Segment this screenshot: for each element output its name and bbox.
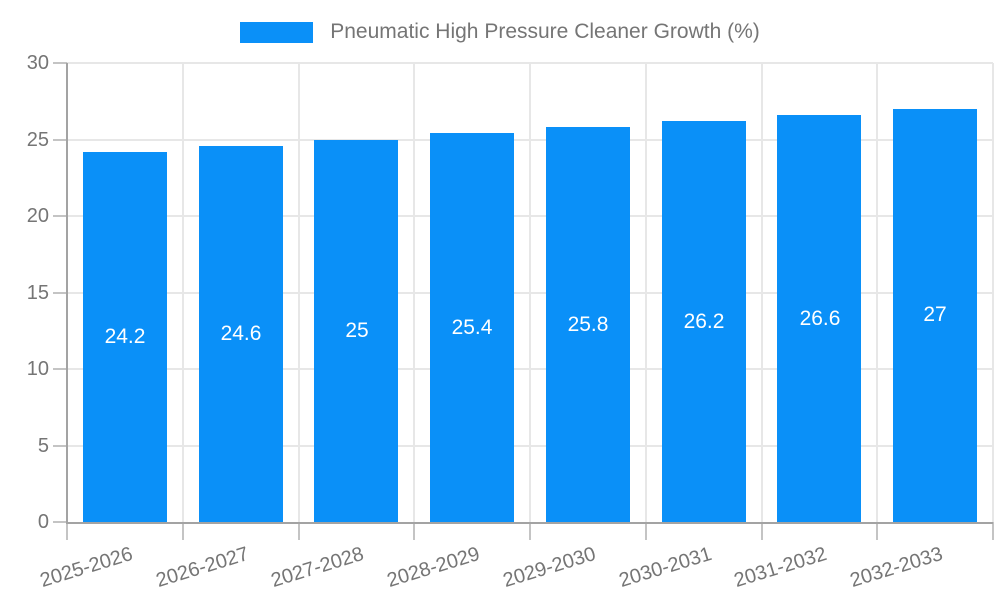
- bar: [777, 115, 861, 522]
- bar-value-label: 25.4: [451, 316, 493, 339]
- y-axis-tick: [53, 521, 67, 523]
- y-axis-tick: [53, 138, 67, 141]
- x-tick-label: 2027-2028: [268, 542, 367, 592]
- bar-value-label: 24.6: [220, 322, 262, 345]
- y-axis-tick: [53, 62, 67, 64]
- x-axis-tick: [181, 522, 184, 540]
- x-axis-tick: [760, 522, 763, 540]
- x-grid-line: [760, 63, 763, 522]
- y-tick-label: 10: [26, 358, 49, 380]
- bar-value-label: 26.2: [683, 310, 725, 333]
- bar: [430, 133, 514, 522]
- legend-swatch-icon: [240, 21, 314, 43]
- bar-value-label: 26.6: [799, 307, 841, 330]
- x-axis-tick: [992, 522, 994, 540]
- y-tick-label: 5: [37, 434, 49, 457]
- x-grid-line: [644, 63, 647, 522]
- y-axis-line: [66, 63, 68, 522]
- x-axis-tick: [529, 522, 531, 540]
- bar-value-label: 25: [345, 319, 369, 342]
- bar: [314, 139, 398, 522]
- x-grid-line: [529, 63, 531, 522]
- x-axis-tick: [66, 522, 68, 540]
- y-axis-tick: [53, 368, 67, 370]
- x-axis-line: [66, 522, 993, 524]
- x-axis-tick: [297, 522, 300, 540]
- bar: [546, 127, 630, 522]
- y-tick-label: 0: [37, 511, 49, 533]
- x-grid-line: [181, 63, 184, 522]
- bar: [199, 145, 283, 522]
- x-grid-line: [992, 63, 994, 522]
- legend-label: Pneumatic High Pressure Cleaner Growth (…: [330, 20, 760, 43]
- x-tick-label: 2026-2027: [153, 542, 252, 592]
- x-tick-label: 2028-2029: [384, 542, 483, 592]
- bar: [662, 121, 746, 522]
- x-tick-label: 2030-2031: [616, 542, 715, 592]
- bar-value-label: 25.8: [567, 313, 609, 336]
- x-axis-tick: [644, 522, 647, 540]
- legend[interactable]: Pneumatic High Pressure Cleaner Growth (…: [0, 20, 1000, 44]
- x-tick-label: 2025-2026: [37, 542, 136, 592]
- bar: [893, 108, 977, 522]
- bar: [83, 151, 167, 522]
- y-tick-label: 30: [26, 52, 49, 74]
- y-axis-tick: [53, 444, 67, 447]
- y-tick-label: 15: [26, 281, 49, 304]
- x-grid-line: [876, 63, 879, 522]
- bar-value-label: 27: [923, 303, 947, 326]
- x-grid-line: [413, 63, 416, 522]
- y-tick-label: 25: [26, 128, 49, 151]
- bar-value-label: 24.2: [104, 325, 146, 348]
- x-axis-tick: [413, 522, 416, 540]
- x-tick-label: 2029-2030: [500, 542, 599, 592]
- x-tick-label: 2032-2033: [847, 542, 946, 592]
- y-tick-label: 20: [26, 205, 49, 227]
- y-axis-tick: [53, 291, 67, 294]
- x-axis-tick: [876, 522, 879, 540]
- x-tick-label: 2031-2032: [731, 542, 830, 592]
- x-grid-line: [297, 63, 300, 522]
- y-axis-tick: [53, 215, 67, 217]
